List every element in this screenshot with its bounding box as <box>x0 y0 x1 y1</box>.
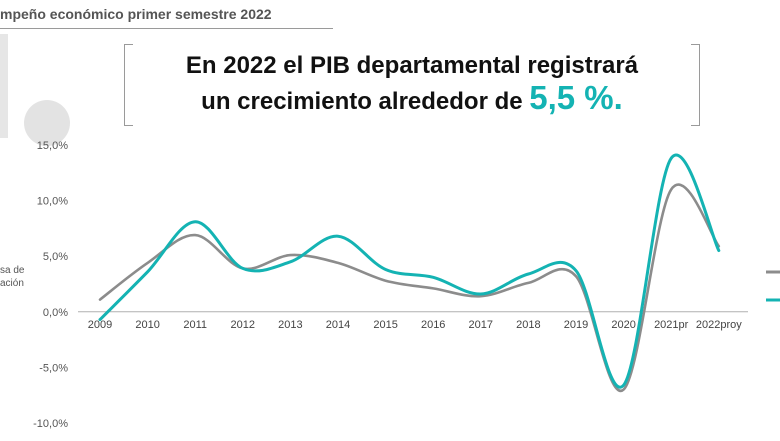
x-tick-label: 2018 <box>516 319 540 331</box>
headline-bracket-left <box>124 44 133 126</box>
x-tick-label: 2015 <box>373 319 397 331</box>
x-tick-label: 2014 <box>326 319 350 331</box>
x-tick-label: 2010 <box>135 319 159 331</box>
x-axis-ticks: 2009 2010 2011 2012 2013 2014 2015 2016 2017 2018… <box>88 319 742 331</box>
y-axis-label-line: ación <box>0 278 24 289</box>
page-header-title: mpeño económico primer semestre 2022 <box>0 6 272 22</box>
x-tick-label: 2021pr <box>654 319 689 331</box>
series-line-2 <box>98 153 721 389</box>
headline-bracket-right <box>691 44 700 126</box>
headline-box: En 2022 el PIB departamental registrará … <box>124 44 700 126</box>
x-tick-label: 2022proy <box>696 319 742 331</box>
x-tick-label: 2016 <box>421 319 445 331</box>
headline-line-1: En 2022 el PIB departamental registrará <box>185 52 639 79</box>
y-tick-label: 15,0% <box>37 140 68 152</box>
headline-line-2-prefix: un crecimiento alrededor de <box>201 88 530 115</box>
series-lines <box>98 153 721 393</box>
legend <box>766 270 780 302</box>
y-tick-label: 0,0% <box>43 307 68 319</box>
y-tick-label: 5,0% <box>43 251 68 263</box>
x-tick-label: 2017 <box>469 319 493 331</box>
header-divider <box>0 28 333 29</box>
decorative-bar <box>0 34 8 138</box>
x-tick-label: 2020 <box>611 319 635 331</box>
decorative-circle <box>24 100 70 146</box>
y-axis-ticks: 15,0% 10,0% 5,0% 0,0% -5,0% -10,0% <box>33 140 68 430</box>
series-line-1 <box>98 183 721 393</box>
y-axis-label-line: sa de <box>0 265 25 276</box>
x-tick-label: 2013 <box>278 319 302 331</box>
y-tick-label: 10,0% <box>37 196 68 208</box>
x-tick-label: 2011 <box>183 319 207 331</box>
y-tick-label: -5,0% <box>39 362 68 374</box>
y-tick-label: -10,0% <box>33 418 68 430</box>
x-tick-label: 2009 <box>88 319 112 331</box>
x-tick-label: 2012 <box>231 319 255 331</box>
y-axis-label: sa de ación <box>0 265 25 289</box>
gdp-growth-line-chart: 15,0% 10,0% 5,0% 0,0% -5,0% -10,0% sa de ación… <box>0 140 780 430</box>
headline-text: En 2022 el PIB departamental registrará … <box>124 50 700 118</box>
headline-line-2: un crecimiento alrededor de 5,5 %. <box>124 79 700 118</box>
x-tick-label: 2019 <box>564 319 588 331</box>
headline-highlight-value: 5,5 %. <box>529 79 623 116</box>
